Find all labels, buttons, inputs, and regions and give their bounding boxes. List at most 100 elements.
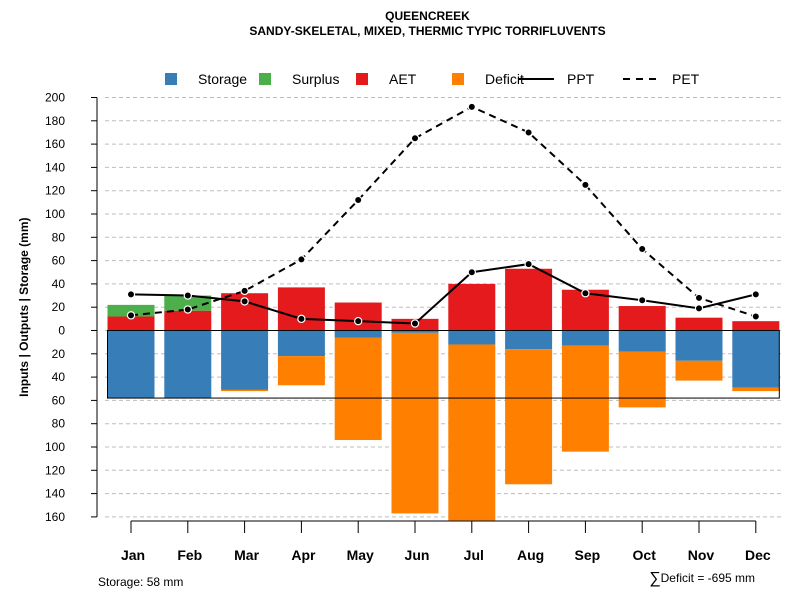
storage-footnote: Storage: 58 mm [98,575,184,589]
x-tick-label: Nov [688,547,715,563]
ppt-point [581,289,590,298]
ppt-point [694,304,704,313]
ppt-point [751,290,761,299]
pet-point [410,134,420,143]
pet-point [581,180,590,190]
y-tick-label: 80 [52,230,66,244]
y-tick-label: 120 [45,463,65,477]
pet-line [130,105,757,318]
pet-point [467,102,476,112]
x-tick-label: Sep [575,547,601,563]
bar-storage [448,330,496,345]
x-tick-label: Apr [291,547,316,563]
legend-swatch [356,73,368,85]
pet-point [126,311,136,320]
bar-aet [164,310,212,331]
legend-swatch [165,73,177,85]
bar-deficit [334,337,382,441]
bar-storage [334,330,382,338]
pet-point [638,244,647,254]
bar-aet [334,302,382,331]
y-tick-label: 160 [45,137,65,151]
y-tick-label: 40 [52,370,66,384]
bar-aet [618,306,666,331]
chart-title: QUEENCREEK [385,9,470,23]
bar-deficit [221,389,269,392]
ppt-line [130,263,757,325]
ppt-point [126,290,136,299]
bar-surplus [164,295,212,311]
pet-point [354,195,363,205]
x-tick-label: May [347,547,374,563]
y-tick-label: 160 [45,510,65,524]
ppt-point [183,291,192,300]
bar-aet [732,321,780,331]
legend-label: AET [389,71,417,87]
bar-aet [675,317,723,331]
pet-point [240,286,249,296]
legend-swatch [452,73,464,85]
y-tick-label: 200 [45,91,65,105]
bar-storage [561,330,609,346]
pet-point [694,293,704,303]
ppt-point [467,268,476,277]
x-tick-label: Dec [745,547,771,563]
bar-deficit [391,332,439,514]
bar-deficit [732,387,780,392]
y-tick-label: 60 [52,393,66,407]
bar-storage [164,330,212,399]
bar-storage [107,330,155,399]
bar-storage [505,330,553,350]
x-tick-label: Mar [234,547,259,563]
ppt-point [638,296,647,305]
bar-storage [732,330,780,388]
legend-label: Deficit [485,71,524,87]
chart-subtitle: SANDY-SKELETAL, MIXED, THERMIC TYPIC TOR… [249,24,606,38]
y-tick-label: 140 [45,160,65,174]
x-tick-label: Jun [405,547,430,563]
legend-label: PPT [567,71,595,87]
bar-storage [675,330,723,361]
bar-aet [505,268,553,331]
y-tick-label: 40 [52,277,66,291]
y-tick-label: 100 [45,207,65,221]
x-tick-label: Feb [177,547,202,563]
y-tick-label: 140 [45,487,65,501]
x-tick-label: Oct [633,547,657,563]
y-tick-label: 60 [52,254,66,268]
ppt-point [410,319,420,328]
bar-deficit [675,360,723,381]
legend-label: PET [672,71,700,87]
legend-label: Surplus [292,71,339,87]
bar-aet [448,283,496,331]
y-tick-label: 80 [52,417,66,431]
y-tick-label: 100 [45,440,65,454]
bar-deficit [618,351,666,408]
x-tick-label: Jul [464,547,484,563]
y-tick-label: 180 [45,114,65,128]
bar-deficit [277,356,325,386]
ppt-point [524,259,533,269]
legend-swatch [259,73,271,85]
ppt-point [354,316,363,326]
ppt-point [297,314,306,324]
pet-point [183,305,192,314]
legend-label: Storage [198,71,247,87]
bar-deficit [561,345,609,452]
pet-point [751,312,761,321]
deficit-footnote: ∑Deficit = -695 mm [649,570,755,588]
ppt-point [240,297,249,306]
bar-aet [277,287,325,331]
bar-storage [221,330,269,390]
bar-storage [277,330,325,357]
sigma-symbol: ∑ [649,570,661,587]
bar-storage [391,330,439,333]
y-tick-label: 120 [45,184,65,198]
pet-point [524,128,533,137]
x-tick-label: Jan [121,547,145,563]
pet-point [297,255,306,264]
bar-aet [107,316,155,331]
bar-surplus [107,304,155,317]
storage-capacity-box [107,330,780,399]
